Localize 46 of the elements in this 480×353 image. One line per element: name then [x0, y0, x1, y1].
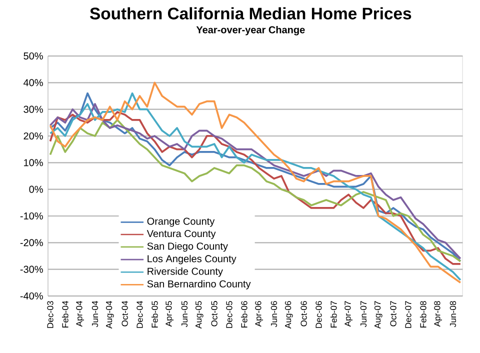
x-tick-label: Dec-06	[316, 301, 322, 328]
y-tick-label: -20%	[20, 239, 43, 246]
x-tick-label: Jun-06	[270, 301, 278, 328]
y-tick-label: -40%	[20, 292, 43, 300]
x-tick-label: Dec-05	[226, 301, 232, 328]
x-tick-label: Jun-07	[360, 301, 367, 328]
x-tick-label: Aug-05	[195, 301, 204, 329]
x-tick-label: Aug-07	[374, 301, 382, 329]
chart-subtitle: Year-over-year Change	[196, 26, 305, 36]
x-tick-label: Feb-08	[420, 301, 426, 328]
x-tick-label: Apr-05	[166, 301, 174, 327]
x-tick-label: Oct-06	[300, 301, 307, 326]
legend-label: Ventura County	[146, 230, 216, 240]
y-tick-label: 0%	[29, 186, 43, 193]
x-tick-label: Dec-03	[47, 301, 54, 328]
legend-label: Los Angeles County	[148, 254, 236, 264]
x-tick-label: Apr-07	[344, 301, 352, 327]
y-tick-label: 40%	[24, 79, 43, 86]
x-tick-label: Jun-05	[181, 301, 188, 328]
x-tick-label: Apr-06	[255, 301, 263, 327]
y-tick-label: 10%	[24, 159, 43, 166]
x-tick-label: Jun-04	[92, 300, 98, 328]
y-tick-label: -10%	[20, 212, 43, 220]
x-tick-label: Feb-05	[151, 301, 158, 328]
x-tick-label: Oct-05	[211, 301, 218, 326]
x-tick-label: Apr-04	[76, 300, 84, 327]
x-tick-label: Feb-06	[240, 301, 248, 328]
x-tick-label: Aug-06	[284, 301, 293, 329]
chart-title: Southern California Median Home Prices	[90, 7, 412, 20]
x-tick-label: Dec-07	[405, 301, 412, 328]
legend-label: Riverside County	[148, 268, 223, 277]
x-tick-label: Aug-04	[106, 300, 114, 329]
y-tick-label: 30%	[24, 106, 43, 113]
y-tick-label: -30%	[20, 266, 43, 273]
x-tick-label: Oct-04	[122, 300, 128, 326]
legend-label: Orange County	[147, 218, 215, 227]
x-tick-label: Feb-07	[330, 301, 337, 328]
legend-label: San Diego County	[147, 242, 228, 252]
x-tick-label: Jun-08	[450, 301, 456, 328]
x-tick-label: Oct-07	[390, 301, 396, 326]
y-tick-label: 20%	[24, 132, 43, 140]
legend-label: San Bernardino County	[147, 280, 251, 290]
x-tick-label: Dec-04	[136, 300, 143, 328]
y-tick-label: 50%	[24, 52, 43, 60]
x-tick-label: Apr-08	[434, 301, 442, 327]
x-tick-label: Feb-04	[62, 300, 68, 328]
